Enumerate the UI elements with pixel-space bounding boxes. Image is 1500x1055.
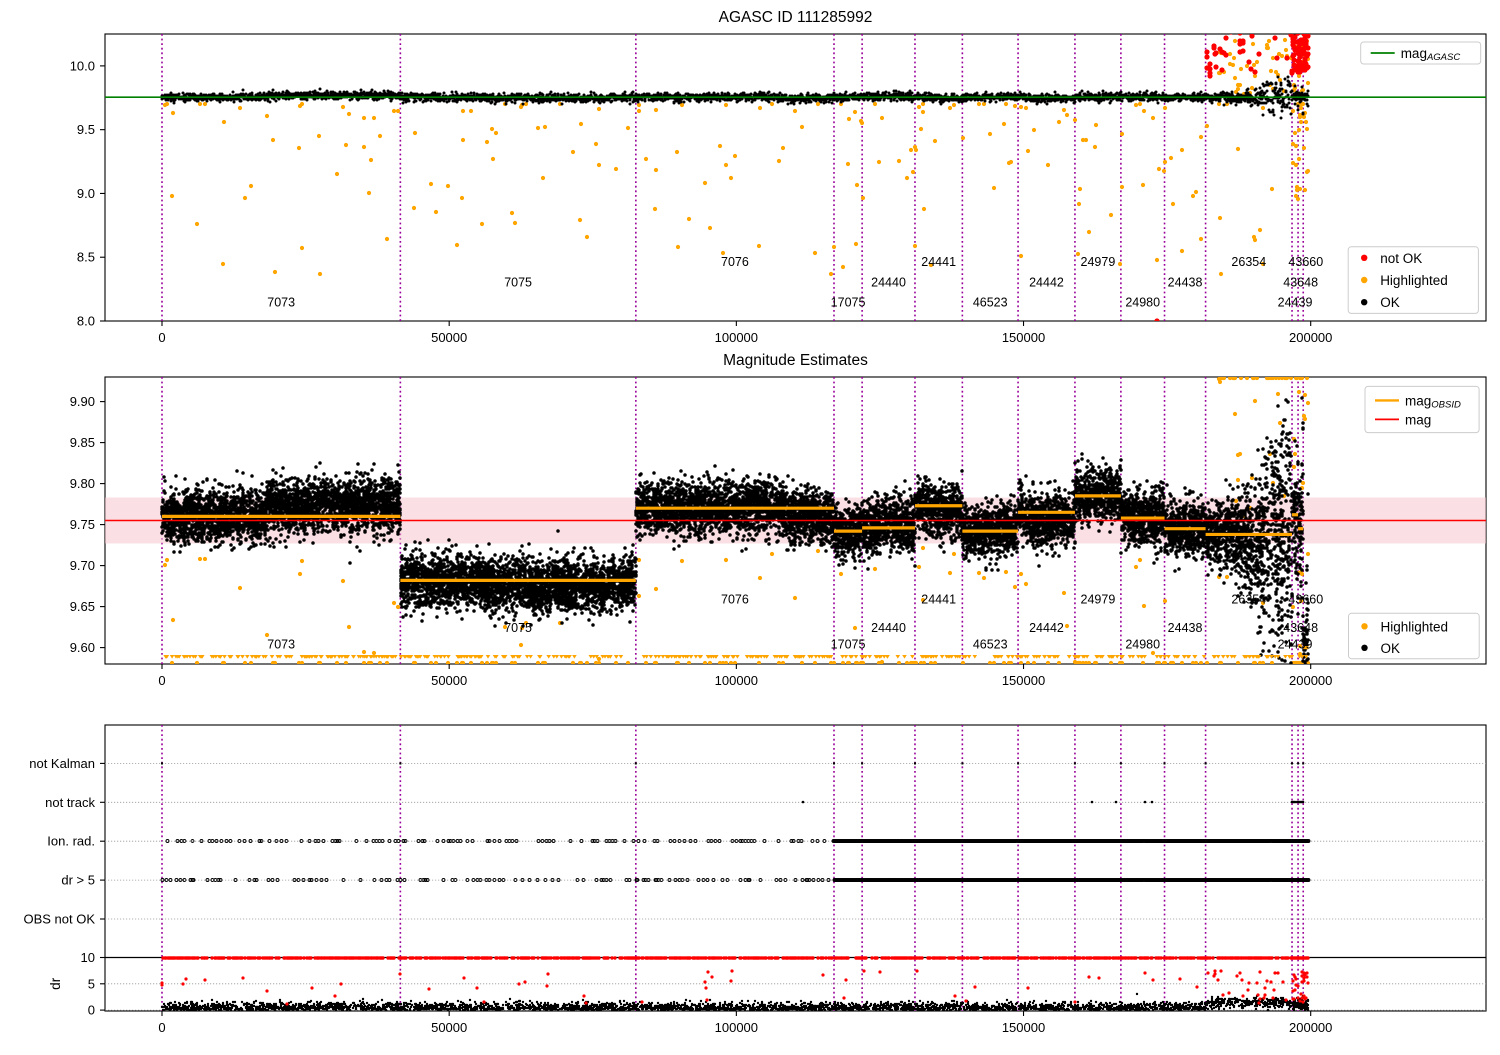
svg-text:Magnitude Estimates: Magnitude Estimates xyxy=(723,352,868,369)
svg-text:24442: 24442 xyxy=(1029,276,1064,290)
svg-text:0: 0 xyxy=(158,330,165,345)
svg-text:26354: 26354 xyxy=(1231,592,1266,606)
svg-text:50000: 50000 xyxy=(431,673,467,688)
svg-text:24439: 24439 xyxy=(1278,296,1313,310)
svg-text:150000: 150000 xyxy=(1002,1020,1045,1035)
svg-text:mag: mag xyxy=(1405,412,1431,427)
svg-text:17075: 17075 xyxy=(831,637,866,651)
svg-text:150000: 150000 xyxy=(1002,673,1045,688)
svg-text:9.60: 9.60 xyxy=(70,640,95,655)
svg-text:200000: 200000 xyxy=(1289,1020,1332,1035)
svg-text:200000: 200000 xyxy=(1289,673,1332,688)
svg-text:9.85: 9.85 xyxy=(70,435,95,450)
svg-text:200000: 200000 xyxy=(1289,330,1332,345)
svg-text:9.65: 9.65 xyxy=(70,599,95,614)
svg-text:24979: 24979 xyxy=(1081,255,1116,269)
svg-text:50000: 50000 xyxy=(431,330,467,345)
svg-text:24438: 24438 xyxy=(1168,621,1203,635)
svg-text:24441: 24441 xyxy=(921,255,956,269)
svg-text:0: 0 xyxy=(88,1003,95,1018)
svg-text:8.0: 8.0 xyxy=(77,314,95,329)
svg-text:9.75: 9.75 xyxy=(70,517,95,532)
svg-text:5: 5 xyxy=(88,976,95,991)
svg-text:43648: 43648 xyxy=(1283,276,1318,290)
svg-text:24441: 24441 xyxy=(921,592,956,606)
svg-text:not track: not track xyxy=(45,795,95,810)
svg-text:17075: 17075 xyxy=(831,296,866,310)
svg-text:7075: 7075 xyxy=(504,621,532,635)
svg-text:Ion. rad.: Ion. rad. xyxy=(47,834,95,849)
svg-text:24439: 24439 xyxy=(1278,637,1313,651)
svg-text:100000: 100000 xyxy=(715,330,758,345)
svg-text:9.5: 9.5 xyxy=(77,122,95,137)
svg-text:AGASC ID 111285992: AGASC ID 111285992 xyxy=(719,9,873,26)
svg-text:7076: 7076 xyxy=(721,592,749,606)
svg-text:24440: 24440 xyxy=(871,621,906,635)
svg-text:43660: 43660 xyxy=(1288,255,1323,269)
svg-text:dr > 5: dr > 5 xyxy=(61,873,95,888)
svg-text:24438: 24438 xyxy=(1168,276,1203,290)
svg-text:24979: 24979 xyxy=(1081,592,1116,606)
svg-text:26354: 26354 xyxy=(1231,255,1266,269)
svg-text:46523: 46523 xyxy=(973,296,1008,310)
svg-text:Highlighted: Highlighted xyxy=(1380,273,1448,288)
svg-text:8.5: 8.5 xyxy=(77,250,95,265)
svg-text:24440: 24440 xyxy=(871,276,906,290)
svg-text:7076: 7076 xyxy=(721,255,749,269)
svg-text:dr: dr xyxy=(48,977,63,990)
svg-text:not OK: not OK xyxy=(1380,251,1422,266)
svg-text:0: 0 xyxy=(158,673,165,688)
svg-text:24442: 24442 xyxy=(1029,621,1064,635)
svg-text:150000: 150000 xyxy=(1002,330,1045,345)
svg-text:not Kalman: not Kalman xyxy=(29,756,95,771)
svg-text:7073: 7073 xyxy=(267,637,295,651)
svg-text:9.70: 9.70 xyxy=(70,558,95,573)
svg-text:43660: 43660 xyxy=(1288,592,1323,606)
svg-text:100000: 100000 xyxy=(715,673,758,688)
svg-text:OK: OK xyxy=(1380,295,1400,310)
svg-text:24980: 24980 xyxy=(1125,637,1160,651)
svg-text:7073: 7073 xyxy=(267,296,295,310)
svg-text:10: 10 xyxy=(81,950,95,965)
svg-text:Highlighted: Highlighted xyxy=(1381,619,1449,634)
svg-text:24980: 24980 xyxy=(1125,296,1160,310)
svg-text:7075: 7075 xyxy=(504,276,532,290)
svg-text:0: 0 xyxy=(158,1020,165,1035)
svg-text:9.0: 9.0 xyxy=(77,186,95,201)
svg-text:100000: 100000 xyxy=(715,1020,758,1035)
svg-text:46523: 46523 xyxy=(973,637,1008,651)
svg-text:OBS not OK: OBS not OK xyxy=(23,912,95,927)
svg-text:43648: 43648 xyxy=(1283,621,1318,635)
svg-text:10.0: 10.0 xyxy=(70,58,95,73)
svg-text:9.80: 9.80 xyxy=(70,476,95,491)
svg-text:50000: 50000 xyxy=(431,1020,467,1035)
svg-text:OK: OK xyxy=(1381,641,1401,656)
svg-text:9.90: 9.90 xyxy=(70,394,95,409)
